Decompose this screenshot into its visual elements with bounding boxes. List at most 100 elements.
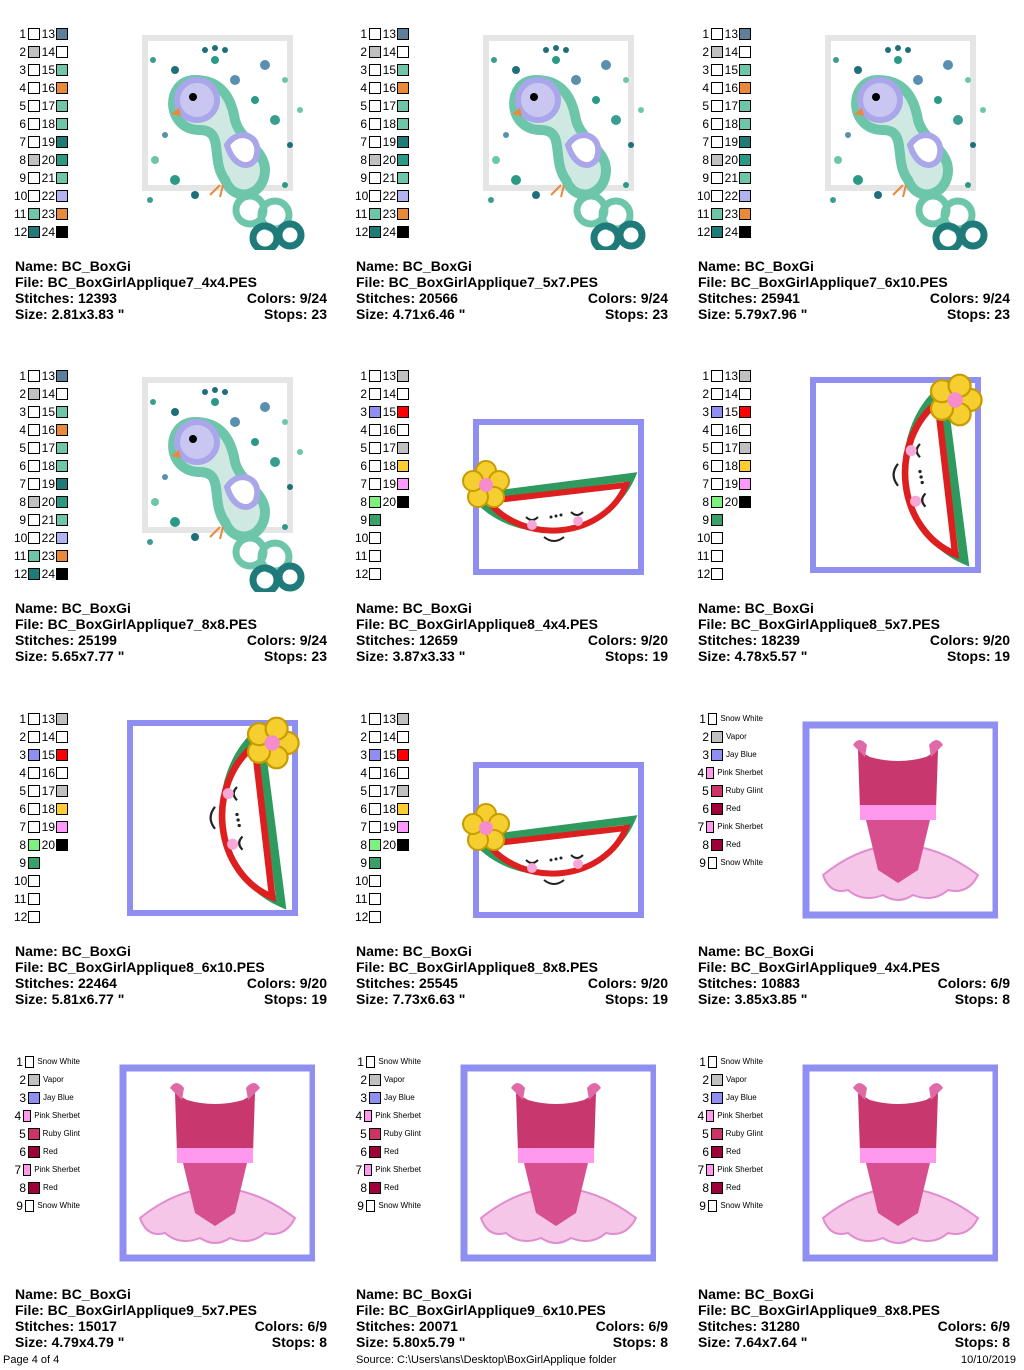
swatch-number: 20: [41, 495, 55, 509]
swatch-number: 11: [14, 549, 27, 563]
swatch-row: 1 13: [355, 25, 421, 43]
swatch-number: 10: [697, 531, 711, 545]
swatch-number: 17: [382, 784, 396, 798]
color-swatch: [369, 568, 381, 580]
color-swatch: [369, 226, 381, 238]
swatch-number: 9: [19, 171, 26, 185]
design-info: Name: BC_BoxGi File: BC_BoxGirlApplique7…: [698, 258, 1010, 322]
swatch-number: 6: [360, 802, 367, 816]
design-size: Size: 5.79x7.96 ": [698, 306, 808, 322]
swatch-number: 3: [360, 405, 367, 419]
swatch-number: 5: [19, 441, 26, 455]
swatch-number: 5: [702, 441, 709, 455]
color-swatch: [369, 208, 381, 220]
color-swatch: [739, 226, 751, 238]
color-swatch: [28, 496, 40, 508]
swatch-number: 14: [382, 387, 396, 401]
swatch-number: 7: [702, 477, 709, 491]
swatch-row: 11: [355, 890, 421, 908]
color-swatch: [739, 64, 751, 76]
swatch-number: 24: [724, 225, 738, 239]
swatch-number: 3: [19, 748, 26, 762]
color-swatch-list: 1 Snow White 2 Vapor 3 Jay Blue 4 Pink Sherbet 5…: [355, 1053, 421, 1215]
swatch-number: 20: [724, 153, 738, 167]
swatch-number: 2: [360, 387, 367, 401]
swatch-number: 1: [702, 369, 709, 383]
design-card: 1 Snow White 2 Vapor 3 Jay Blue 4 Pink Sherbet 5…: [341, 1028, 682, 1370]
color-swatch: [711, 1074, 723, 1086]
page-number: Page 4 of 4: [3, 1354, 60, 1366]
color-swatch: [397, 821, 409, 833]
swatch-number: 5: [360, 441, 367, 455]
color-swatch: [739, 100, 751, 112]
swatch-row: 9 Snow White: [355, 1197, 421, 1215]
swatch-number: 9: [702, 513, 709, 527]
design-info: Name: BC_BoxGi File: BC_BoxGirlApplique8…: [356, 943, 668, 1007]
swatch-number: 10: [14, 189, 28, 203]
swatch-number: 11: [355, 207, 368, 221]
swatch-row: 3 15: [355, 61, 421, 79]
design-stops: Stops: 8: [612, 1334, 668, 1350]
swatch-number: 12: [14, 225, 28, 239]
swatch-row: 11: [355, 547, 421, 565]
swatch-number: 5: [702, 99, 709, 113]
swatch-number: 6: [19, 802, 26, 816]
color-swatch: [369, 1074, 381, 1086]
color-swatch: [397, 785, 409, 797]
swatch-number: 18: [382, 117, 396, 131]
design-stitches: Stitches: 10883: [698, 975, 800, 991]
swatch-row: 12: [355, 565, 421, 583]
color-swatch: [28, 514, 40, 526]
color-swatch: [56, 100, 68, 112]
color-swatch: [711, 478, 723, 490]
swatch-number: 3: [702, 63, 709, 77]
swatch-number: 6: [702, 1145, 709, 1159]
swatch-number: 2: [360, 730, 367, 744]
swatch-row: 8 20: [697, 493, 763, 511]
swatch-number: 10: [697, 189, 711, 203]
design-preview-image: [798, 362, 998, 592]
design-preview-image: [456, 705, 656, 935]
color-swatch: [739, 154, 751, 166]
swatch-number: 19: [382, 477, 396, 491]
color-swatch: [711, 406, 723, 418]
color-swatch: [369, 64, 381, 76]
color-swatch: [711, 749, 723, 761]
design-card: 1 Snow White 2 Vapor 3 Jay Blue 4 Pink Sherbet 5…: [683, 1028, 1024, 1370]
swatch-row: 5 17: [697, 97, 763, 115]
swatch-row: 2 14: [697, 385, 763, 403]
swatch-row: 8 20: [14, 151, 80, 169]
design-card: 1 13 2 14 3 15 4 16 5 17 6 18 7 19 8 20 9 21 10 22 11 23 12 24 …: [341, 0, 682, 342]
color-swatch: [28, 1074, 40, 1086]
design-name: Name: BC_BoxGi: [356, 600, 472, 616]
design-info: Name: BC_BoxGi File: BC_BoxGirlApplique8…: [15, 943, 327, 1007]
swatch-number: 19: [724, 135, 738, 149]
color-swatch: [56, 821, 68, 833]
color-swatch: [711, 1092, 723, 1104]
swatch-number: 14: [382, 45, 396, 59]
color-swatch: [397, 839, 409, 851]
swatch-row: 7 Pink Sherbet: [697, 1161, 763, 1179]
color-swatch: [28, 136, 40, 148]
swatch-row: 10 22: [14, 529, 80, 547]
swatch-row: 6 18: [355, 457, 421, 475]
swatch-number: 8: [360, 838, 367, 852]
color-swatch: [56, 478, 68, 490]
color-swatch: [706, 821, 715, 833]
swatch-number: 8: [702, 495, 709, 509]
swatch-number: 3: [360, 63, 367, 77]
design-stitches: Stitches: 12393: [15, 290, 117, 306]
design-stops: Stops: 19: [604, 648, 668, 664]
swatch-number: 24: [41, 225, 55, 239]
color-swatch: [23, 1164, 32, 1176]
swatch-number: 15: [41, 748, 55, 762]
swatch-row: 12: [697, 565, 763, 583]
color-swatch: [28, 785, 40, 797]
color-swatch: [23, 1110, 32, 1122]
color-swatch: [711, 460, 723, 472]
color-swatch: [28, 731, 40, 743]
swatch-row: 9 Snow White: [14, 1197, 80, 1215]
swatch-row: 5 17: [355, 439, 421, 457]
color-swatch-list: 1 13 2 14 3 15 4 16 5 17 6 18 7 19 8 20 9 21 10 22 11 23 12 24: [14, 25, 80, 241]
design-file: File: BC_BoxGirlApplique7_8x8.PES: [15, 616, 257, 632]
